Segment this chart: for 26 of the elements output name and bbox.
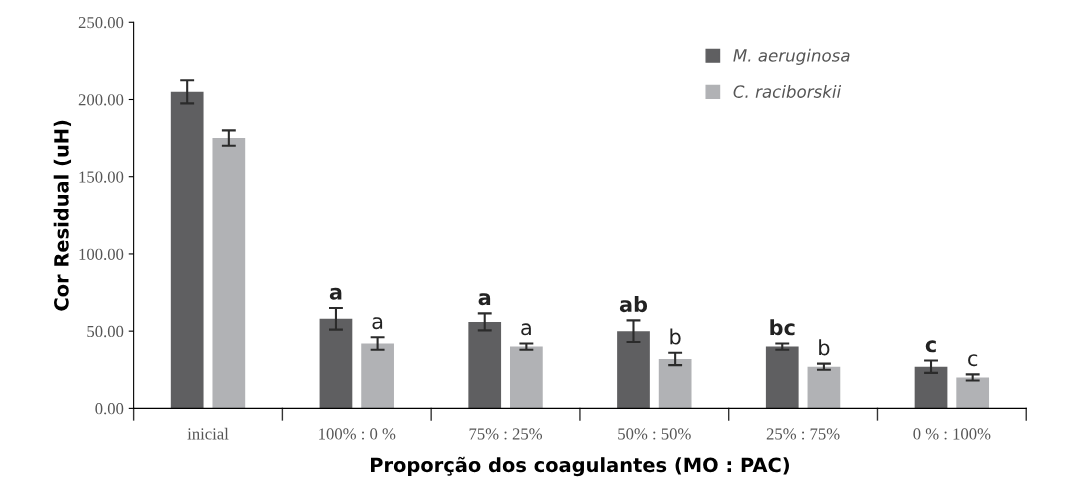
y-tick-label: 200.00 — [78, 94, 124, 106]
annotation: a — [521, 323, 531, 336]
x-tick-label: 50% : 50% — [618, 428, 691, 440]
x-tick-label: 0 % : 100% — [913, 428, 991, 440]
annotation: ab — [619, 296, 648, 313]
legend-label: C. raciborskii — [733, 84, 842, 98]
annotation: a — [478, 293, 491, 306]
y-tick-label: 250.00 — [78, 16, 124, 29]
legend-label: M. aeruginosa — [733, 48, 850, 65]
y-tick-label: 150.00 — [79, 171, 124, 183]
y-tick-label: 0.00 — [95, 403, 124, 415]
x-tick-label: 100% : 0 % — [319, 428, 396, 440]
x-tick-label: 75% : 25% — [469, 428, 543, 440]
y-axis-title: Cor Residual (uH) — [53, 120, 72, 311]
y-tick-label: 50.00 — [87, 325, 124, 338]
y-tick-label: 100.00 — [79, 248, 124, 260]
annotation: b — [670, 328, 681, 345]
annotation: c — [925, 340, 936, 353]
x-axis-title: Proporção dos coagulantes (MO : PAC) — [371, 456, 789, 477]
annotation: c — [968, 354, 978, 367]
x-tick-label: 25% : 75% — [766, 428, 840, 440]
annotation: a — [372, 317, 383, 330]
annotation: bc — [770, 319, 795, 336]
annotation: a — [329, 287, 342, 300]
x-tick-label: inicial — [187, 427, 229, 440]
annotation: b — [819, 339, 830, 356]
